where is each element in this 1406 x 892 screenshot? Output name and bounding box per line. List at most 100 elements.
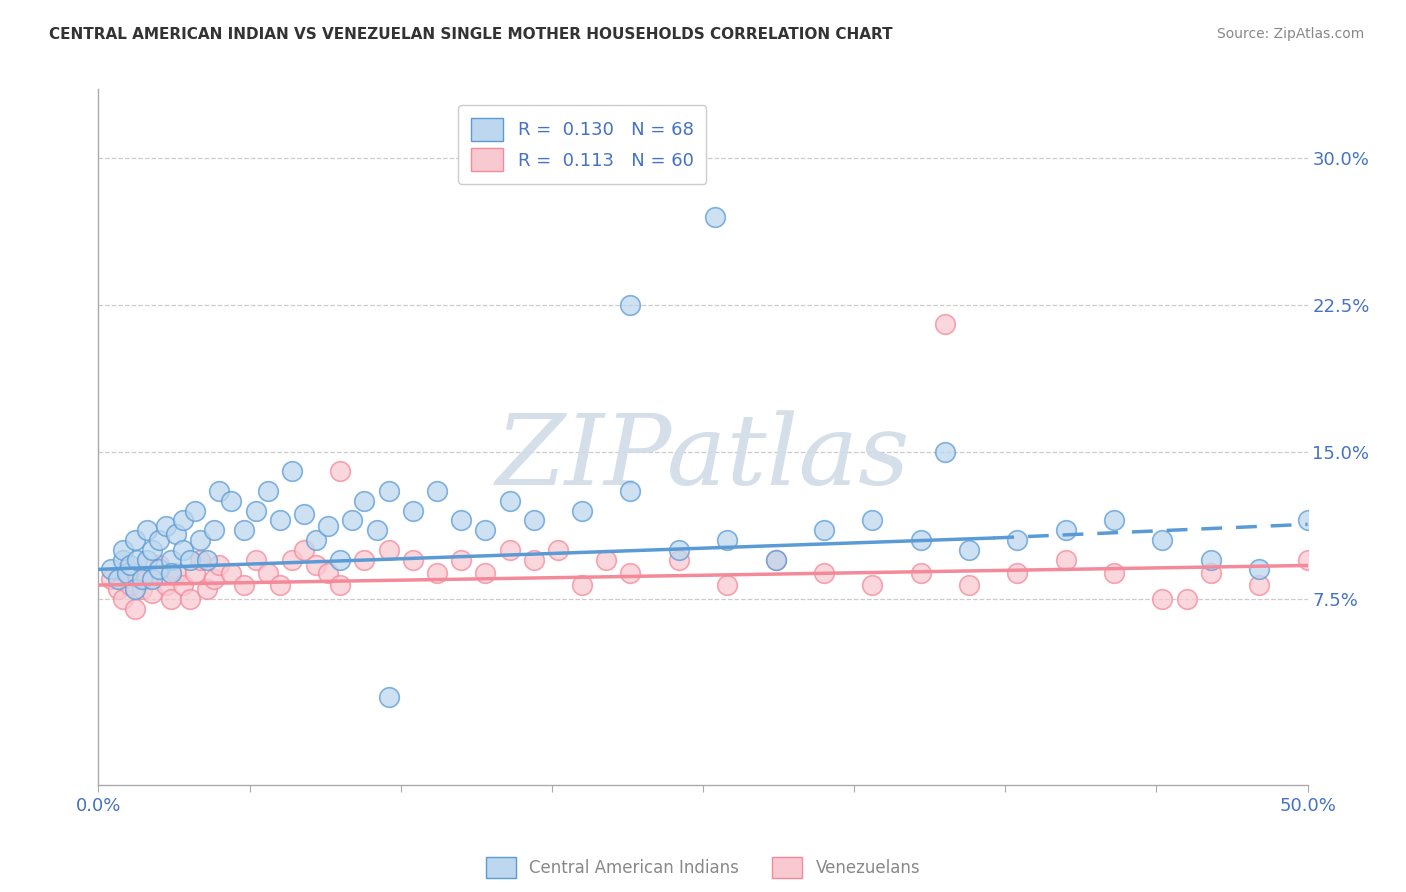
Point xyxy=(1007,533,1029,547)
Point xyxy=(1152,591,1174,606)
Point xyxy=(934,444,956,458)
Point xyxy=(232,578,254,592)
Point xyxy=(353,493,375,508)
Point xyxy=(1199,566,1222,581)
Point xyxy=(160,552,183,566)
Point xyxy=(498,542,520,557)
Point xyxy=(245,503,267,517)
Point xyxy=(813,566,835,581)
Point xyxy=(1296,513,1319,527)
Point xyxy=(910,566,932,581)
Point xyxy=(1054,523,1077,537)
Point xyxy=(135,523,157,537)
Point xyxy=(141,586,163,600)
Point xyxy=(165,527,187,541)
Point xyxy=(232,523,254,537)
Point xyxy=(377,542,399,557)
Point xyxy=(111,591,134,606)
Point xyxy=(619,483,641,498)
Point xyxy=(910,533,932,547)
Point xyxy=(619,566,641,581)
Point xyxy=(245,552,267,566)
Point xyxy=(402,552,425,566)
Legend: Central American Indians, Venezuelans: Central American Indians, Venezuelans xyxy=(478,849,928,886)
Point xyxy=(124,533,146,547)
Point xyxy=(1175,591,1198,606)
Point xyxy=(765,552,787,566)
Point xyxy=(366,523,388,537)
Point xyxy=(281,464,304,478)
Point xyxy=(571,503,593,517)
Point xyxy=(131,572,153,586)
Point xyxy=(155,519,177,533)
Text: CENTRAL AMERICAN INDIAN VS VENEZUELAN SINGLE MOTHER HOUSEHOLDS CORRELATION CHART: CENTRAL AMERICAN INDIAN VS VENEZUELAN SI… xyxy=(49,27,893,42)
Point xyxy=(172,542,194,557)
Point xyxy=(1102,566,1125,581)
Point xyxy=(256,566,278,581)
Point xyxy=(195,552,218,566)
Text: ZIPatlas: ZIPatlas xyxy=(496,410,910,506)
Point xyxy=(269,578,291,592)
Point xyxy=(107,582,129,596)
Point xyxy=(450,513,472,527)
Point xyxy=(1249,578,1271,592)
Point xyxy=(221,566,243,581)
Point xyxy=(1007,566,1029,581)
Point xyxy=(188,533,211,547)
Point xyxy=(292,508,315,522)
Point xyxy=(135,552,157,566)
Point xyxy=(118,558,141,573)
Point xyxy=(135,572,157,586)
Point xyxy=(188,552,211,566)
Point xyxy=(377,690,399,704)
Point xyxy=(208,558,231,573)
Point xyxy=(100,562,122,576)
Y-axis label: Single Mother Households: Single Mother Households xyxy=(0,329,8,545)
Point xyxy=(474,566,496,581)
Point xyxy=(716,533,738,547)
Point xyxy=(204,523,226,537)
Point xyxy=(131,582,153,596)
Point xyxy=(571,578,593,592)
Point xyxy=(117,566,139,581)
Point xyxy=(547,542,569,557)
Point xyxy=(124,601,146,615)
Point xyxy=(172,578,194,592)
Point xyxy=(184,503,207,517)
Point xyxy=(668,542,690,557)
Point xyxy=(704,210,727,224)
Point xyxy=(342,513,364,527)
Point xyxy=(148,533,170,547)
Point xyxy=(1249,562,1271,576)
Point xyxy=(619,298,641,312)
Point xyxy=(208,483,231,498)
Point xyxy=(316,566,339,581)
Point xyxy=(305,558,328,573)
Point xyxy=(523,552,546,566)
Point xyxy=(172,513,194,527)
Point xyxy=(269,513,291,527)
Point xyxy=(148,558,170,573)
Point xyxy=(117,562,139,576)
Point xyxy=(1152,533,1174,547)
Point xyxy=(329,578,352,592)
Point xyxy=(934,318,956,332)
Point xyxy=(402,503,425,517)
Point xyxy=(179,591,201,606)
Point xyxy=(124,582,146,596)
Point xyxy=(426,566,449,581)
Point xyxy=(377,483,399,498)
Point xyxy=(148,562,170,576)
Point xyxy=(1199,552,1222,566)
Point xyxy=(316,519,339,533)
Point xyxy=(426,483,449,498)
Point xyxy=(765,552,787,566)
Point xyxy=(160,566,183,581)
Text: Source: ZipAtlas.com: Source: ZipAtlas.com xyxy=(1216,27,1364,41)
Point xyxy=(668,552,690,566)
Point xyxy=(165,566,187,581)
Point xyxy=(141,572,163,586)
Point xyxy=(523,513,546,527)
Point xyxy=(305,533,328,547)
Point xyxy=(595,552,617,566)
